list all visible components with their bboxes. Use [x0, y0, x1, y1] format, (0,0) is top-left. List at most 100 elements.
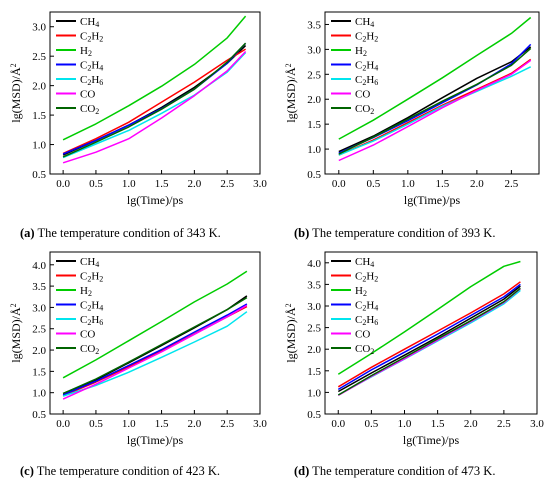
x-tick-label: 2.0: [464, 418, 478, 430]
legend-label-c2h6: C2H6: [355, 74, 378, 87]
y-tick-label: 3.0: [307, 301, 321, 313]
caption-c-label: (c): [20, 464, 34, 478]
x-tick-label: 1.0: [398, 418, 412, 430]
y-tick-label: 2.5: [32, 324, 46, 336]
chart-panel-b: 0.0 0.5 1.0 1.5 2.0 2.5 0.5 1.0 1.5 2.0 2.5 3.0 3.5 l…: [275, 0, 550, 222]
legend-label-c2h2: C2H2: [80, 31, 103, 44]
x-tick-label: 0.0: [56, 418, 70, 430]
caption-a-label: (a): [20, 226, 35, 240]
x-tick-label: 2.5: [220, 178, 234, 190]
plot-frame: [324, 11, 540, 175]
y-tick-label: 0.5: [32, 409, 46, 421]
y-tick-label: 3.5: [32, 281, 46, 293]
x-tick-label: 0.0: [331, 418, 345, 430]
legend-label-c2h4: C2H4: [80, 300, 103, 313]
x-axis-label: lg(Time)/ps: [127, 433, 184, 447]
y-axis-label: lg(MSD)/Å2: [9, 303, 24, 362]
caption-d-label: (d): [294, 464, 310, 478]
x-tick-label: 1.5: [155, 178, 169, 190]
legend-label-c2h6: C2H6: [355, 314, 378, 327]
x-tick-label: 2.0: [188, 418, 202, 430]
x-tick-label: 1.0: [401, 178, 415, 190]
y-tick-label: 2.0: [32, 81, 46, 93]
y-tick-label: 0.5: [32, 169, 46, 181]
legend-label-h2: H2: [80, 285, 92, 298]
y-tick-label: 4.0: [32, 260, 46, 272]
y-tick-label: 1.5: [32, 110, 46, 122]
y-tick-label: 1.5: [307, 366, 321, 378]
y-tick-label: 2.0: [307, 94, 321, 106]
y-tick-label: 1.5: [32, 366, 46, 378]
y-tick-label: 3.5: [307, 19, 321, 31]
chart-a-svg: 0.0 0.5 1.0 1.5 2.0 2.5 3.0 0.5 1.0 1.5 2.0 2.5 3.0 l…: [9, 11, 267, 207]
y-tick-label: 3.0: [307, 44, 321, 56]
chart-b-svg: 0.0 0.5 1.0 1.5 2.0 2.5 0.5 1.0 1.5 2.0 2.5 3.0 3.5 l…: [284, 11, 540, 207]
legend-label-co2: CO2: [355, 343, 374, 356]
caption-b-label: (b): [294, 226, 310, 240]
legend-label-h2: H2: [80, 45, 92, 58]
caption-d: (d) The temperature condition of 473 K.: [294, 464, 495, 479]
x-tick-label: 1.5: [435, 178, 449, 190]
y-tick-label: 1.0: [32, 388, 46, 400]
x-tick-label: 0.0: [56, 178, 70, 190]
series-line-c2h4: [62, 303, 248, 396]
legend-label-c2h2: C2H2: [80, 271, 103, 284]
legend-label-co2: CO2: [80, 343, 99, 356]
x-tick-label: 1.5: [431, 418, 445, 430]
series-line-co2: [62, 296, 248, 395]
y-tick-label: 0.5: [307, 169, 321, 181]
y-tick-label: 4.0: [307, 258, 321, 270]
x-tick-label: 3.0: [530, 418, 544, 430]
legend-label-c2h6: C2H6: [80, 314, 103, 327]
series-line-co2: [337, 287, 521, 396]
legend-label-c2h4: C2H4: [355, 60, 378, 73]
y-tick-label: 3.0: [32, 302, 46, 314]
chart-c-svg: 0.0 0.5 1.0 1.5 2.0 2.5 3.0 0.5 1.0 1.5 2.0 2.5 3.0 3…: [9, 251, 267, 447]
caption-c-text: The temperature condition of 423 K.: [33, 464, 221, 478]
x-tick-label: 0.5: [89, 418, 103, 430]
legend-label-c2h4: C2H4: [80, 60, 103, 73]
y-axis-label: lg(MSD)/Å2: [284, 303, 299, 362]
legend-label-ch4: CH4: [80, 256, 99, 269]
legend-label-ch4: CH4: [355, 16, 374, 29]
x-tick-label: 1.0: [122, 178, 136, 190]
x-tick-label: 0.0: [332, 178, 346, 190]
caption-a-text: The temperature condition of 343 K.: [34, 226, 221, 240]
y-tick-label: 2.0: [32, 345, 46, 357]
y-axis-label: lg(MSD)/Å2: [284, 63, 299, 122]
y-tick-label: 1.0: [307, 144, 321, 156]
legend-label-co: CO: [80, 329, 95, 341]
caption-c: (c) The temperature condition of 423 K.: [20, 464, 220, 479]
legend-label-h2: H2: [355, 45, 367, 58]
legend-label-co2: CO2: [80, 103, 99, 116]
series-line-co2: [62, 42, 247, 158]
y-tick-label: 1.0: [32, 140, 46, 152]
y-tick-label: 2.5: [307, 323, 321, 335]
x-tick-label: 3.0: [253, 178, 267, 190]
chart-panel-d: 0.0 0.5 1.0 1.5 2.0 2.5 3.0 0.5 1.0 1.5 2.0 2.5 3.0 3…: [275, 240, 550, 462]
y-tick-label: 0.5: [307, 409, 321, 421]
series-line-co: [338, 59, 532, 162]
legend-label-h2: H2: [355, 285, 367, 298]
x-tick-label: 0.5: [366, 178, 380, 190]
y-tick-label: 2.5: [32, 51, 46, 63]
legend-label-co2: CO2: [355, 103, 374, 116]
x-tick-label: 2.5: [220, 418, 234, 430]
y-tick-label: 1.5: [307, 119, 321, 131]
x-axis-label: lg(Time)/ps: [403, 433, 460, 447]
series-line-co: [62, 304, 248, 400]
plot-frame: [49, 251, 261, 415]
x-tick-label: 2.5: [497, 418, 511, 430]
series-line-c2h2: [62, 48, 246, 155]
x-tick-label: 2.0: [470, 178, 484, 190]
series-line-ch4: [338, 46, 532, 153]
series-line-c2h4: [337, 283, 521, 391]
caption-b: (b) The temperature condition of 393 K.: [294, 226, 495, 241]
series-line-h2: [338, 16, 532, 140]
x-axis-label: lg(Time)/ps: [404, 193, 461, 207]
plot-frame: [324, 251, 538, 415]
series-line-h2: [337, 260, 521, 375]
legend-label-c2h4: C2H4: [355, 300, 378, 313]
x-tick-label: 2.5: [505, 178, 519, 190]
caption-d-text: The temperature condition of 473 K.: [309, 464, 496, 478]
